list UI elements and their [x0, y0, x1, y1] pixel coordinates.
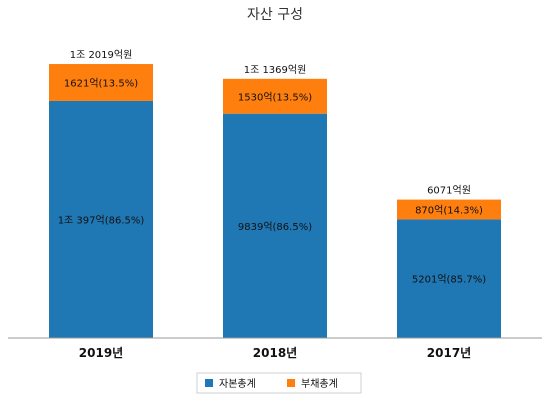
data-label-liabilities-0: 1621억(13.5%)	[64, 77, 138, 89]
bar-segment-liabilities-0	[49, 64, 153, 101]
bar-segment-equity-0	[49, 100, 153, 339]
legend-label-equity: 자본총계	[219, 378, 256, 390]
total-label-0: 1조 2019억원	[70, 49, 133, 61]
bar-segment-equity-1	[223, 113, 327, 339]
legend-swatch-liabilities	[287, 379, 295, 387]
bar-segment-liabilities-1	[223, 78, 327, 114]
data-label-equity-1: 9839억(86.5%)	[238, 221, 312, 233]
data-label-liabilities-2: 870억(14.3%)	[415, 205, 483, 217]
total-label-1: 1조 1369억원	[244, 64, 307, 76]
data-label-equity-2: 5201억(85.7%)	[412, 274, 486, 286]
category-label-0: 2019년	[79, 346, 123, 360]
legend-box	[196, 372, 362, 394]
bar-segment-liabilities-2	[397, 199, 501, 220]
category-label-2: 2017년	[427, 346, 471, 360]
category-label-1: 2018년	[253, 346, 297, 360]
legend-swatch-equity	[205, 379, 213, 387]
total-label-2: 6071억원	[427, 185, 471, 197]
data-label-liabilities-1: 1530억(13.5%)	[238, 91, 312, 103]
legend: 자본총계 부채총계	[196, 372, 362, 394]
bar-segment-equity-2	[397, 219, 501, 338]
chart-title: 자산 구성	[247, 7, 303, 23]
bars-layer: 1조 397억(86.5%) 1621억(13.5%) 1조 2019억원 9839억…	[49, 49, 501, 339]
legend-label-liabilities: 부채총계	[301, 378, 338, 390]
category-labels: 2019년 2018년 2017년	[79, 346, 471, 360]
data-label-equity-0: 1조 397억(86.5%)	[58, 214, 145, 226]
